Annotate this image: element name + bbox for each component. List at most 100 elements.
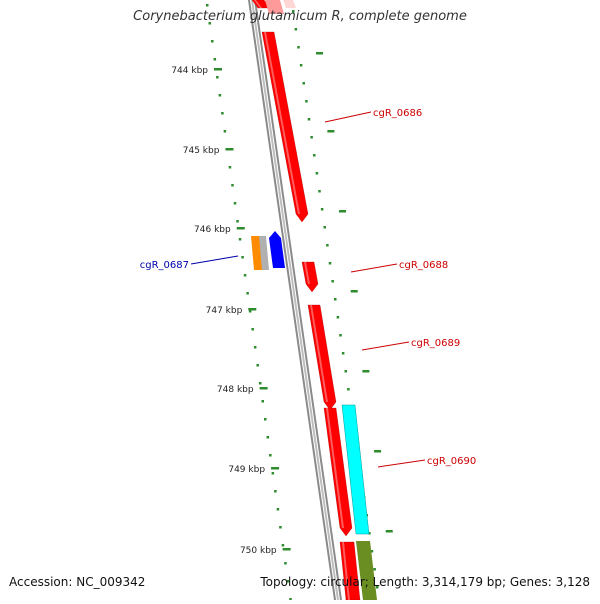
gc-dot-left [261, 400, 264, 403]
outer-tick-mark [374, 450, 382, 453]
tick-label: 747 kbp [206, 306, 243, 316]
gc-dot-right [297, 46, 300, 49]
tick-mark [259, 387, 268, 390]
gc-dot-right [334, 298, 337, 301]
tick-label: 746 kbp [194, 225, 231, 235]
gene-label-cgr-0690: cgR_0690 [427, 456, 476, 467]
gc-dot-left [279, 526, 282, 529]
gc-dot-left [266, 436, 270, 439]
gc-dot-left [228, 166, 232, 169]
gc-dot-right [292, 10, 295, 13]
gene-features [251, 0, 377, 601]
tick-mark [236, 227, 245, 230]
gc-dot-right [313, 154, 316, 157]
gc-dot-left [246, 292, 249, 295]
gc-dot-left [264, 418, 267, 421]
tick-mark [214, 68, 222, 71]
gc-dot-left [238, 238, 242, 241]
gc-dot-left [274, 490, 277, 493]
gene-label-cgr-0687: cgR_0687 [140, 260, 189, 271]
tick-mark [271, 467, 280, 470]
gc-dot-left [289, 598, 292, 601]
gc-dot-right [373, 568, 376, 571]
topology-summary-text: Topology: circular; Length: 3,314,179 bp… [260, 575, 590, 589]
gc-dot-right [326, 244, 329, 247]
outer-tick-mark [327, 130, 335, 133]
gc-dot-left [276, 508, 280, 511]
gc-dot-left [213, 58, 217, 61]
gene-cgr-0688-shine [304, 262, 310, 284]
gene-cgr-0689-shine [310, 305, 328, 402]
gc-dot-right [331, 280, 334, 283]
leader-cgr-0687 [190, 255, 239, 265]
gc-dot-right [328, 262, 332, 265]
gene-olive [356, 541, 377, 600]
gc-dot-left [286, 580, 290, 583]
gc-dot-right [307, 118, 311, 121]
gene-labels: cgR_0686 cgR_0687 cgR_0688 cgR_0689 cgR_0690 [140, 108, 477, 467]
gc-dot-right [302, 82, 306, 85]
gc-skew-dots [206, 4, 379, 601]
tick-mark [248, 308, 257, 311]
leader-cgr-0686 [324, 111, 372, 123]
gc-dot-right [368, 532, 371, 535]
gc-dot-left [216, 76, 219, 79]
gene-cyan [341, 404, 370, 535]
gc-dot-left [211, 40, 214, 43]
gene-gray [259, 236, 269, 270]
outer-tick-mark [339, 210, 347, 213]
gc-dot-left [206, 4, 209, 7]
gene-top-pink [265, 0, 284, 14]
gene-label-cgr-0688: cgR_0688 [399, 260, 448, 271]
gc-dot-right [336, 316, 340, 319]
outer-tick-mark [385, 530, 393, 533]
map-title: Corynebacterium glutamicum R, complete g… [133, 9, 467, 24]
gc-dot-left [241, 256, 244, 259]
gc-dot-right [376, 586, 379, 589]
outer-tick-mark [362, 370, 370, 373]
outer-tick-mark [316, 52, 323, 55]
coordinate-ticks: 744 kbp 745 kbp 746 kbp 747 kbp 748 kbp 749 k… [171, 52, 393, 556]
gc-dot-left [243, 274, 247, 277]
leader-cgr-0689 [361, 341, 410, 351]
gc-dot-right [339, 334, 342, 337]
gene-cgr-0686-shine [264, 32, 300, 214]
gc-dot-left [256, 364, 259, 367]
leader-cgr-0690 [377, 459, 426, 468]
gene-bottom-red-shine [342, 542, 350, 600]
gc-dot-left [218, 94, 222, 97]
gc-dot-right [310, 136, 313, 139]
chromosome-backbone-core [251, 0, 339, 600]
tick-label: 744 kbp [171, 66, 208, 76]
gc-dot-right [323, 226, 327, 229]
tick-label: 748 kbp [217, 385, 254, 395]
tick-mark [225, 148, 234, 151]
gc-dot-right [320, 208, 324, 211]
tick-label: 750 kbp [240, 546, 277, 556]
gene-cgr-0687 [269, 231, 285, 268]
gc-dot-left [284, 562, 287, 565]
outer-tick-mark [350, 290, 358, 293]
gc-dot-right [305, 100, 308, 103]
gene-cgr-0690-red-shine [326, 408, 344, 528]
gc-dot-left [233, 202, 237, 205]
gc-dot-left [253, 346, 257, 349]
gene-label-cgr-0686: cgR_0686 [373, 108, 422, 119]
gene-top-light [283, 0, 296, 8]
gene-label-cgr-0689: cgR_0689 [411, 338, 460, 349]
gc-dot-left [281, 544, 285, 547]
label-leader-lines [190, 111, 426, 468]
accession-text: Accession: NC_009342 [9, 575, 146, 589]
gene-cgr-0688 [301, 261, 319, 293]
tick-mark [282, 548, 291, 551]
gc-dot-right [294, 28, 298, 31]
gc-dot-left [221, 112, 224, 115]
gc-dot-left [231, 184, 234, 187]
leader-cgr-0688 [350, 263, 398, 273]
gc-dot-right [370, 550, 374, 553]
gc-dot-left [248, 310, 252, 313]
gc-dot-left [223, 130, 227, 133]
gc-dot-right [344, 370, 348, 373]
